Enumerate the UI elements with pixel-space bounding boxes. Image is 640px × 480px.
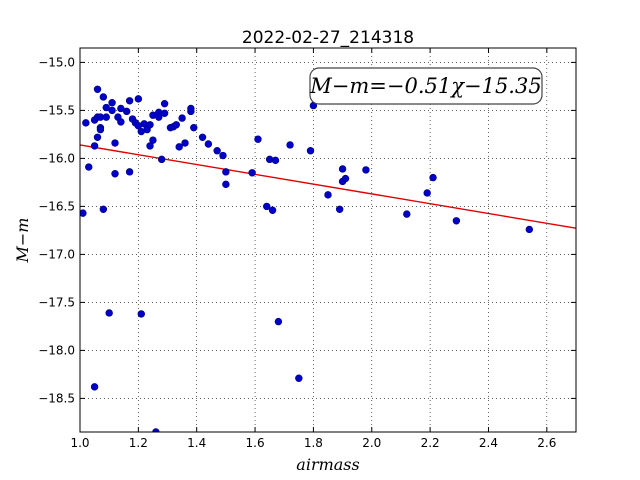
data-point: [149, 136, 157, 144]
data-point: [137, 310, 145, 318]
x-tick-label: 1.8: [304, 436, 323, 450]
data-point: [80, 209, 87, 217]
plot-area: [80, 48, 576, 432]
data-point: [93, 85, 102, 93]
data-point: [82, 119, 90, 127]
x-tick-label: 1.6: [246, 436, 265, 450]
data-point: [96, 125, 105, 134]
data-point: [213, 147, 221, 155]
x-tick-label: 1.0: [70, 436, 89, 450]
data-points: [80, 85, 534, 432]
x-tick-label: 2.6: [537, 436, 556, 450]
data-point: [190, 123, 198, 132]
y-tick-label: −15.0: [38, 55, 75, 69]
data-point: [102, 103, 110, 112]
annotation-box: [309, 67, 543, 105]
fit-annotation: M−m=−0.51χ−15.35: [309, 67, 543, 105]
y-tick-label: −18.0: [38, 343, 75, 357]
data-point: [152, 428, 160, 432]
data-point: [306, 147, 315, 155]
data-point: [105, 309, 113, 317]
data-point: [324, 191, 332, 199]
data-point: [160, 109, 169, 117]
data-point: [338, 165, 347, 173]
x-tick-label: 2.2: [421, 436, 440, 450]
data-point: [160, 99, 169, 108]
data-point: [295, 374, 303, 382]
data-point: [146, 121, 154, 129]
fit-equation: M−m=−0.51χ−15.35: [309, 74, 541, 98]
data-point: [525, 225, 534, 234]
data-point: [99, 205, 108, 213]
tick-labels: 1.0 1.2 1.4 1.6 1.8 2.0 2.2 2.4 2.6 −15.0 −15.5 −16…: [38, 55, 556, 450]
data-point: [219, 151, 227, 160]
y-tick-label: −17.0: [38, 247, 75, 261]
data-point: [403, 210, 411, 218]
data-point: [90, 142, 99, 150]
x-tick-label: 2.4: [479, 436, 498, 450]
data-point: [187, 104, 195, 113]
data-point: [108, 99, 116, 107]
y-tick-label: −16.0: [38, 151, 75, 165]
data-point: [85, 163, 93, 171]
data-point: [117, 104, 125, 113]
x-tick-label: 1.2: [129, 436, 148, 450]
y-tick-label: −18.5: [38, 391, 75, 405]
x-axis-label: airmass: [296, 455, 359, 474]
data-point: [99, 93, 108, 101]
data-point: [362, 166, 370, 174]
plot-frame: [79, 47, 577, 433]
data-point: [108, 106, 116, 115]
data-point: [198, 133, 207, 141]
y-tick-label: −15.5: [38, 103, 75, 117]
y-axis-label: M−m: [13, 218, 32, 264]
data-point: [248, 169, 256, 177]
data-point: [102, 113, 110, 121]
data-point: [341, 174, 350, 183]
y-tick-label: −16.5: [38, 199, 75, 213]
axis-ticks: [79, 48, 576, 432]
data-point: [175, 143, 183, 151]
data-point: [181, 139, 189, 147]
data-point: [286, 141, 294, 149]
data-point: [155, 113, 163, 121]
data-point: [429, 173, 437, 182]
data-point: [111, 170, 119, 178]
data-point: [157, 155, 166, 164]
data-point: [452, 217, 461, 225]
data-point: [93, 133, 102, 141]
data-point: [90, 383, 99, 391]
chart-title: 2022-02-27_214318: [242, 28, 414, 48]
data-point: [117, 118, 125, 126]
data-point: [134, 95, 143, 103]
data-point: [204, 140, 213, 148]
data-point: [222, 168, 230, 176]
data-point: [125, 168, 134, 176]
data-point: [222, 180, 230, 189]
data-point: [146, 142, 154, 150]
data-point: [274, 317, 283, 326]
data-point: [271, 156, 280, 165]
x-tick-label: 2.0: [362, 436, 381, 450]
data-point: [111, 139, 119, 147]
x-tick-label: 1.4: [187, 436, 206, 450]
data-point: [125, 97, 134, 105]
data-point: [178, 114, 186, 122]
data-point: [263, 202, 271, 211]
data-point: [335, 205, 344, 213]
data-point: [122, 107, 131, 116]
grid-lines: [79, 48, 576, 432]
data-point: [172, 121, 180, 129]
data-point: [423, 189, 431, 197]
data-point: [268, 206, 277, 214]
data-point: [254, 135, 262, 143]
y-tick-label: −17.5: [38, 295, 75, 309]
